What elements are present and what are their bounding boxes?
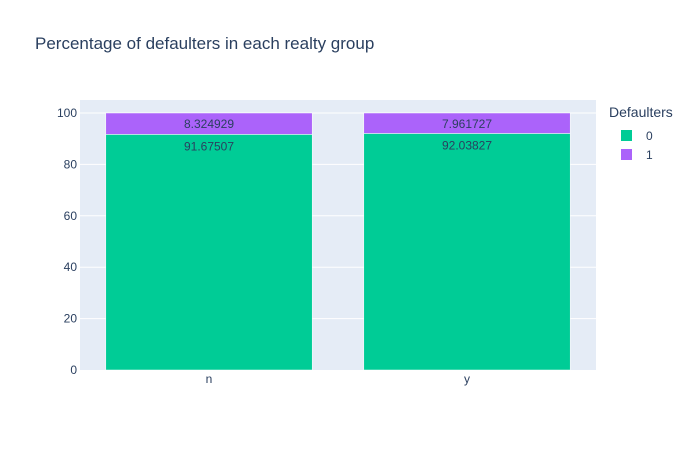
bar-label-n-series-0: 91.67507 [184, 139, 234, 153]
y-tick-label: 0 [70, 363, 77, 377]
y-tick-label: 100 [57, 106, 77, 120]
y-axis-ticks: 0 20 40 60 80 100 [57, 106, 77, 377]
bar-label-n-series-1: 8.324929 [184, 117, 234, 131]
legend-item-1[interactable]: 1 [609, 145, 673, 164]
legend-label: 0 [646, 128, 653, 143]
bar-y-series-0 [363, 133, 571, 371]
y-tick-label: 40 [64, 260, 78, 274]
bar-n-series-0 [105, 134, 313, 371]
chart-title: Percentage of defaulters in each realty … [35, 34, 375, 53]
x-tick-label-n: n [206, 372, 213, 386]
x-tick-label-y: y [464, 372, 470, 386]
bar-n-series-1 [105, 112, 313, 135]
bar-label-y-series-1: 7.961727 [442, 117, 492, 131]
y-tick-label: 80 [64, 157, 78, 171]
y-tick-label: 20 [64, 312, 78, 326]
legend-swatch [621, 130, 632, 141]
bar-labels: 91.67507 8.324929 92.03827 7.961727 [184, 117, 492, 153]
y-tick-label: 60 [64, 209, 78, 223]
legend-item-0[interactable]: 0 [609, 126, 673, 145]
bars [105, 112, 571, 371]
legend-title: Defaulters [609, 104, 673, 120]
bar-y-series-1 [363, 112, 571, 134]
legend-swatch [621, 149, 632, 160]
bar-label-y-series-0: 92.03827 [442, 138, 492, 152]
legend-label: 1 [646, 147, 653, 162]
